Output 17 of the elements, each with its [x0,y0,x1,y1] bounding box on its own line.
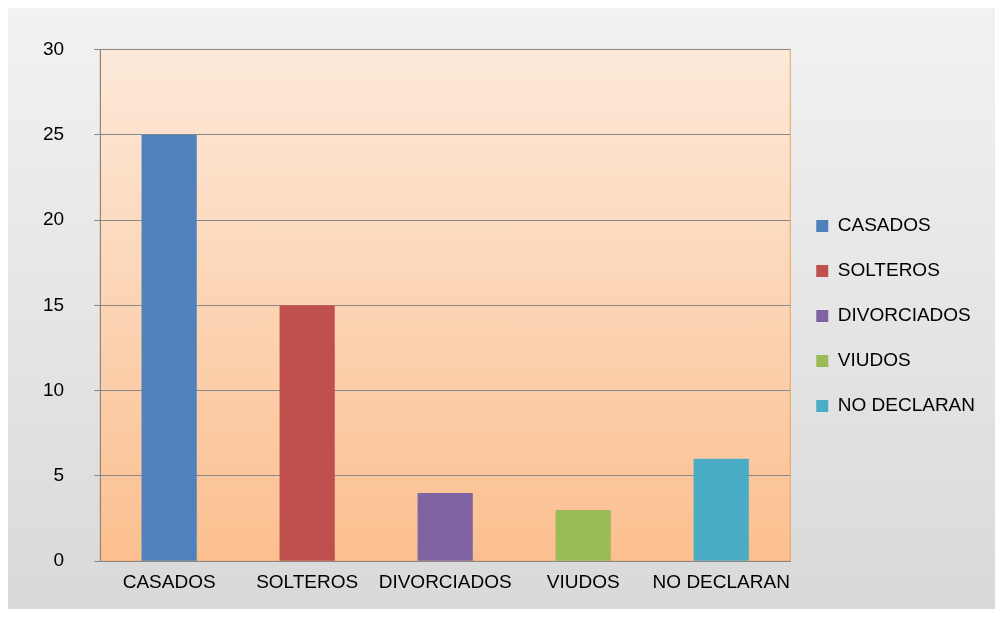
y-tick-label: 0 [53,549,65,571]
x-tick-label: CASADOS [122,570,216,592]
x-tick-label: NO DECLARAN [652,570,790,592]
legend-label: VIUDOS [837,349,911,371]
x-tick-label: SOLTEROS [256,570,359,592]
x-tick-label: DIVORCIADOS [378,570,512,592]
legend-label: DIVORCIADOS [837,304,971,326]
y-tick-label: 30 [42,37,65,59]
legend-label: NO DECLARAN [837,394,975,416]
y-tick-label: 10 [42,378,65,400]
y-tick-label: 15 [42,293,65,315]
legend-label: SOLTEROS [837,259,940,281]
y-tick-label: 5 [53,464,65,486]
legend-label: CASADOS [837,214,931,236]
y-tick-label: 25 [42,122,65,144]
y-tick-label: 20 [42,208,65,230]
x-tick-label: VIUDOS [546,570,620,592]
